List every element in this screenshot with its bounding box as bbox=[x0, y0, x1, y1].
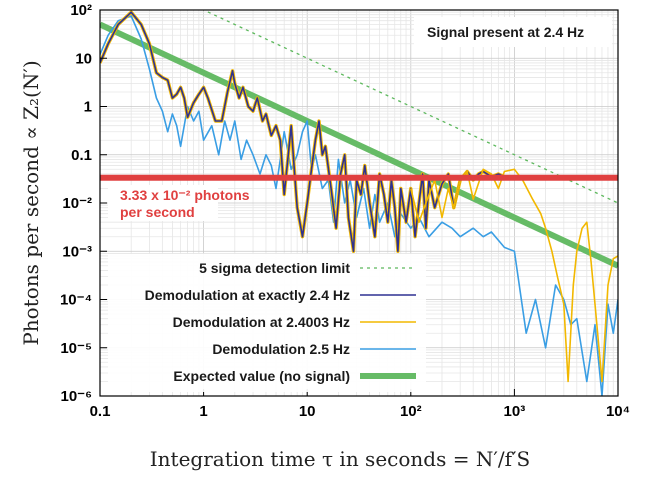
y-tick-label: 1 bbox=[84, 99, 92, 116]
signal-annotation-text: Signal present at 2.4 Hz bbox=[427, 24, 584, 40]
y-tick-label: 10⁻⁴ bbox=[60, 292, 92, 309]
signal-annotation: Signal present at 2.4 Hz bbox=[414, 17, 612, 47]
y-tick-label: 10 bbox=[75, 50, 92, 67]
series-line bbox=[202, 10, 618, 204]
y-axis-title: Photons per second ∝ Z₂(N′) bbox=[19, 60, 43, 345]
y-tick-label: 10⁻⁵ bbox=[60, 340, 92, 357]
legend: 5 sigma detection limit Demodulation at e… bbox=[108, 254, 426, 392]
x-tick-label: 10 bbox=[299, 403, 316, 420]
y-tick-label: 10⁻³ bbox=[62, 243, 92, 260]
legend-label: Expected value (no signal) bbox=[173, 368, 350, 384]
legend-label: Demodulation 2.5 Hz bbox=[212, 341, 350, 357]
level-annotation-box bbox=[108, 185, 218, 221]
legend-label: 5 sigma detection limit bbox=[199, 260, 350, 276]
y-tick-label: 10² bbox=[70, 2, 92, 19]
x-tick-label: 1 bbox=[199, 403, 207, 420]
axis-ticks: 0.1 1 10 10² 10³ 10⁴ 10² 10 1 0.1 10⁻² 10⁻³ 10⁻⁴ 10⁻⁵… bbox=[60, 2, 630, 420]
series-line bbox=[100, 15, 618, 396]
x-tick-label: 10³ bbox=[504, 403, 526, 420]
legend-box bbox=[108, 254, 426, 392]
x-tick-label: 10² bbox=[400, 403, 422, 420]
series-layer bbox=[100, 10, 618, 396]
series-line bbox=[100, 21, 618, 269]
legend-label: Demodulation at 2.4003 Hz bbox=[173, 314, 350, 330]
y-tick-label: 10⁻⁶ bbox=[60, 388, 92, 405]
y-tick-label: 10⁻² bbox=[62, 195, 92, 212]
signal-annotation-box bbox=[414, 17, 612, 47]
legend-label: Demodulation at exactly 2.4 Hz bbox=[145, 287, 350, 303]
level-annotation-line2: per second bbox=[120, 204, 195, 220]
x-tick-label: 10⁴ bbox=[606, 403, 630, 420]
series-line bbox=[410, 168, 618, 383]
x-tick-label: 0.1 bbox=[90, 403, 111, 420]
y-tick-label: 0.1 bbox=[71, 147, 92, 164]
level-annotation: 3.33 x 10⁻² photons per second bbox=[108, 185, 250, 221]
level-annotation-line1: 3.33 x 10⁻² photons bbox=[120, 187, 250, 203]
x-axis-title: Integration time τ in seconds = N′/f′S bbox=[150, 447, 531, 471]
